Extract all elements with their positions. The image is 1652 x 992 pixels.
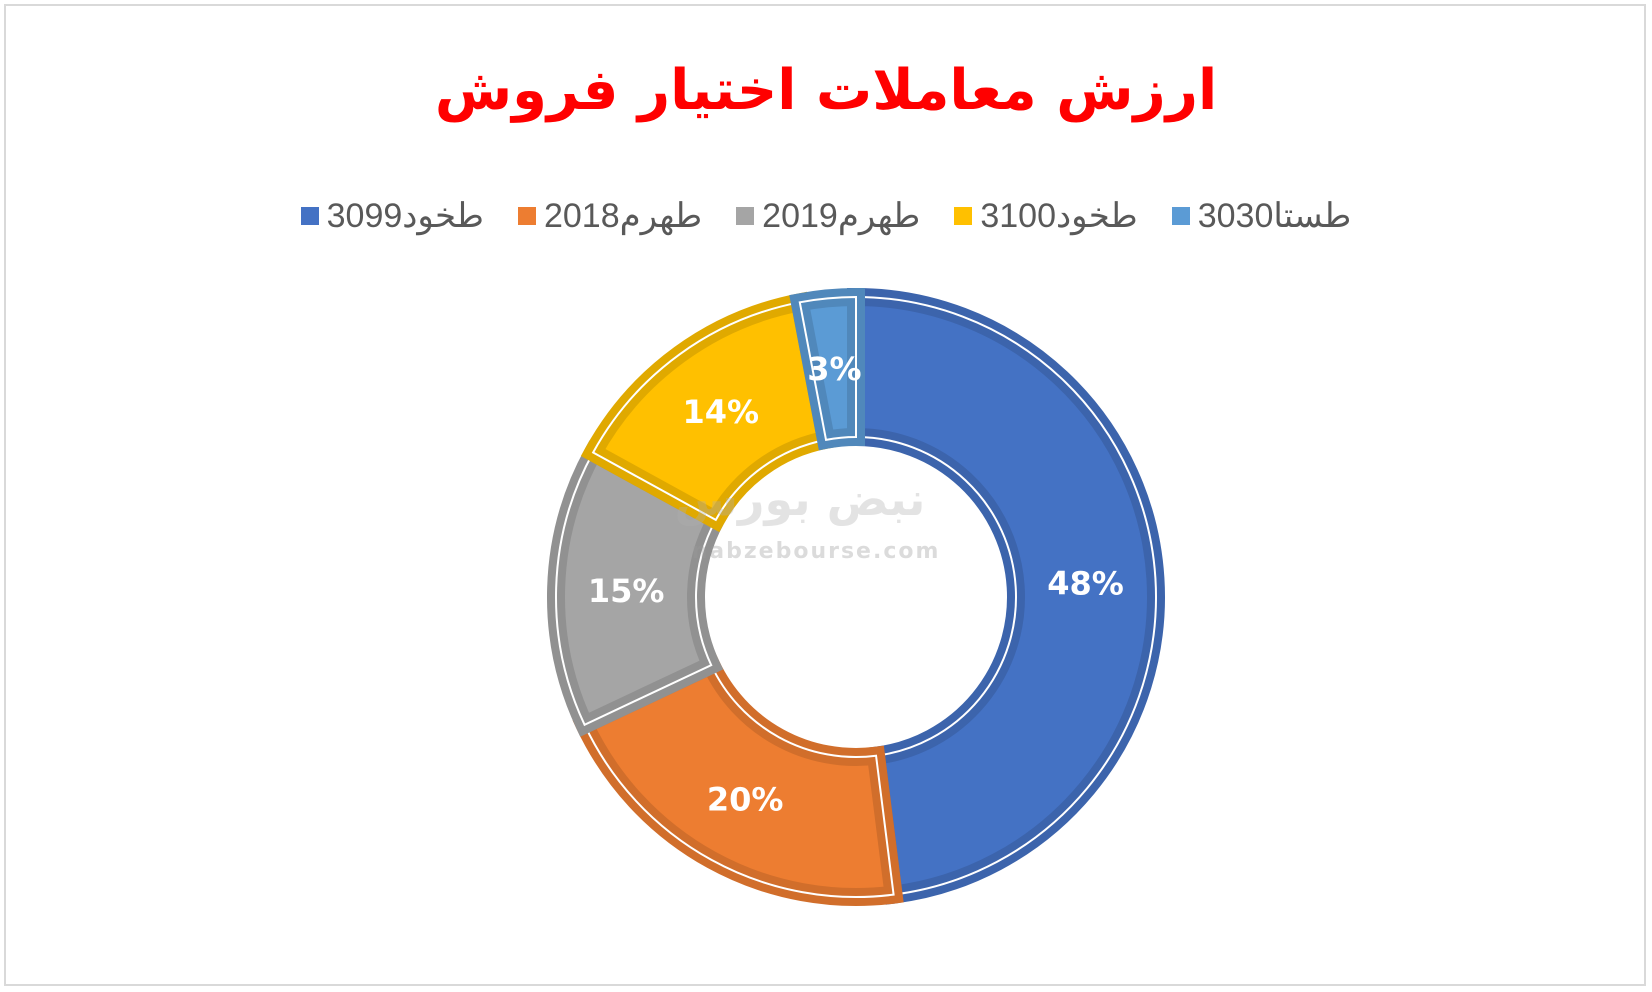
watermark: نبض بورس nabzebourse.com [675, 472, 941, 564]
legend-swatch [736, 207, 755, 225]
legend-item: طخود3100 [954, 196, 1138, 236]
legend-swatch [954, 207, 973, 225]
legend-item: طهرم2019 [736, 196, 920, 236]
legend-swatch [300, 207, 319, 225]
legend-label: طخود3099 [326, 197, 484, 235]
donut-slice-border [855, 295, 1157, 896]
data-label: 3% [807, 350, 861, 388]
watermark-logo-text: نبض بورس [675, 472, 926, 526]
watermark-site: nabzebourse.com [692, 539, 941, 564]
donut-slice-border [583, 663, 895, 898]
donut-data-labels: 48% 20% 15% 14% 3% [588, 350, 1124, 819]
data-label: 14% [683, 393, 760, 431]
legend-item: طستا3030 [1171, 196, 1352, 236]
chart-title: ارزش معاملات اختیار فروش [434, 58, 1218, 123]
chart-legend: طخود3099 طهرم2018 طهرم2019 طخود3100 طستا… [0, 196, 1652, 236]
legend-swatch [1171, 207, 1190, 225]
legend-item: طهرم2018 [517, 196, 703, 236]
legend-swatch [517, 207, 536, 225]
legend-label: طستا3030 [1197, 197, 1352, 235]
data-label: 48% [1047, 565, 1124, 603]
data-label: 15% [588, 572, 665, 610]
legend-item: طخود3099 [300, 196, 484, 236]
donut-slice-border [798, 295, 857, 442]
data-label: 20% [707, 781, 784, 819]
donut-slices [547, 287, 1165, 906]
legend-label: طخود3100 [980, 197, 1138, 235]
legend-label: طهرم2019 [762, 197, 921, 235]
legend-label: طهرم2018 [543, 197, 703, 235]
